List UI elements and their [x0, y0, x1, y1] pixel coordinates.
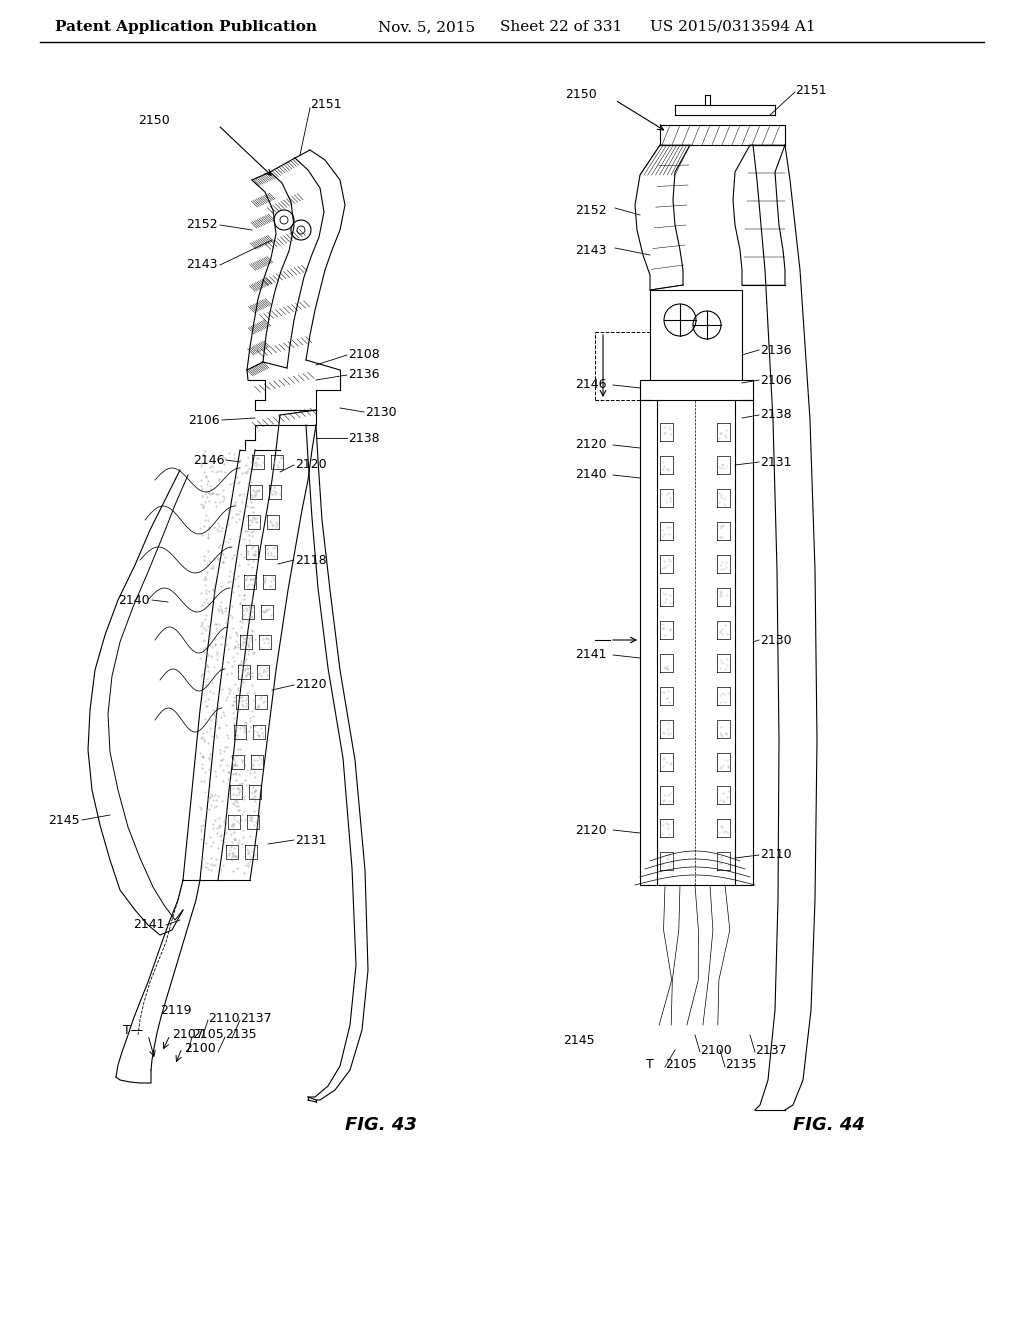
Text: US 2015/0313594 A1: US 2015/0313594 A1	[650, 20, 816, 34]
Bar	[640, 400, 753, 884]
Text: 2131: 2131	[760, 455, 792, 469]
Text: FIG. 44: FIG. 44	[793, 1115, 865, 1134]
Text: 2136: 2136	[348, 368, 380, 381]
Text: 2120: 2120	[295, 678, 327, 692]
Text: T: T	[646, 1059, 654, 1072]
Text: 2145: 2145	[48, 813, 80, 826]
Text: 2119: 2119	[160, 1003, 191, 1016]
Text: 2100: 2100	[184, 1041, 216, 1055]
Text: 2108: 2108	[348, 348, 380, 362]
Text: 2150: 2150	[565, 88, 597, 102]
Text: Patent Application Publication: Patent Application Publication	[55, 20, 317, 34]
Text: 2146: 2146	[194, 454, 225, 466]
Text: 2138: 2138	[760, 408, 792, 421]
Text: T—: T—	[123, 1023, 143, 1036]
Text: 2138: 2138	[348, 432, 380, 445]
Text: 2152: 2152	[186, 219, 218, 231]
Text: 2106: 2106	[760, 374, 792, 387]
Text: 2143: 2143	[575, 243, 606, 256]
Text: 2120: 2120	[575, 824, 606, 837]
Text: 2152: 2152	[575, 203, 606, 216]
Text: 2100: 2100	[700, 1044, 732, 1056]
Text: 2130: 2130	[365, 405, 396, 418]
Text: Sheet 22 of 331: Sheet 22 of 331	[500, 20, 623, 34]
Text: 2140: 2140	[575, 469, 606, 482]
Text: 2120: 2120	[295, 458, 327, 471]
Text: 2140: 2140	[119, 594, 150, 606]
Text: 2106: 2106	[188, 413, 220, 426]
Text: 2107: 2107	[172, 1028, 204, 1041]
Text: 2105: 2105	[665, 1059, 696, 1072]
Text: 2110: 2110	[208, 1011, 240, 1024]
Text: 2120: 2120	[575, 438, 606, 451]
Text: 2137: 2137	[240, 1011, 271, 1024]
Text: 2141: 2141	[133, 919, 165, 932]
Text: 2151: 2151	[795, 83, 826, 96]
Text: 2151: 2151	[310, 99, 342, 111]
Text: 2135: 2135	[725, 1059, 757, 1072]
Text: 2136: 2136	[760, 343, 792, 356]
Bar	[650, 290, 742, 380]
Text: 2150: 2150	[138, 114, 170, 127]
Text: 2135: 2135	[225, 1028, 257, 1041]
Text: 2145: 2145	[563, 1034, 595, 1047]
Text: 2105: 2105	[193, 1028, 224, 1041]
Text: 2146: 2146	[575, 379, 606, 392]
Text: 2131: 2131	[295, 833, 327, 846]
Text: FIG. 43: FIG. 43	[345, 1115, 417, 1134]
Text: 2141: 2141	[575, 648, 606, 661]
Text: 2137: 2137	[755, 1044, 786, 1056]
Text: 2110: 2110	[760, 849, 792, 862]
Text: Nov. 5, 2015: Nov. 5, 2015	[378, 20, 475, 34]
Text: 2118: 2118	[295, 553, 327, 566]
Text: 2130: 2130	[760, 634, 792, 647]
Text: 2143: 2143	[186, 259, 218, 272]
